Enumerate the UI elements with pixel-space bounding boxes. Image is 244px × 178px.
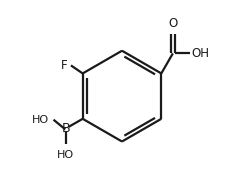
Text: HO: HO — [57, 150, 74, 160]
Text: F: F — [61, 59, 68, 72]
Text: B: B — [61, 122, 70, 135]
Text: O: O — [168, 17, 177, 30]
Text: OH: OH — [192, 47, 210, 60]
Text: HO: HO — [32, 115, 50, 125]
